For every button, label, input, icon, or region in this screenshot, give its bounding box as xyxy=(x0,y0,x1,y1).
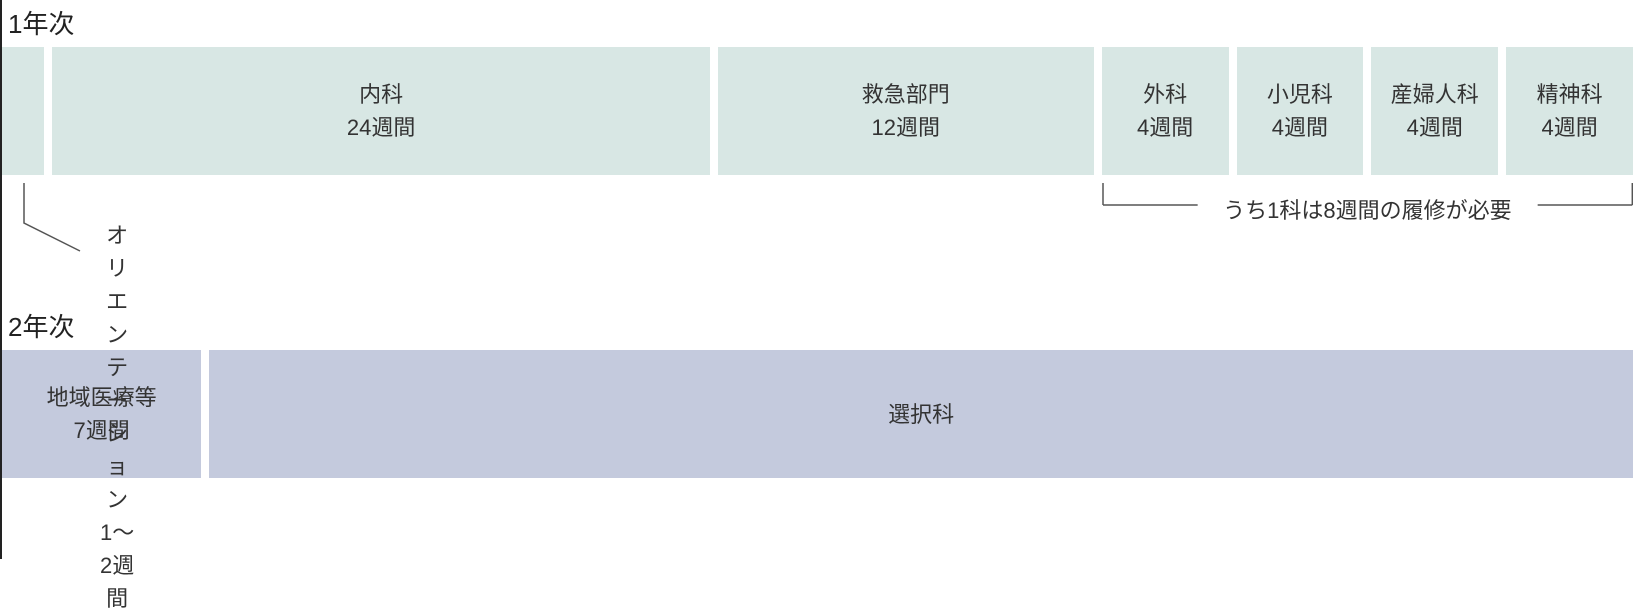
segment-name: 選択科 xyxy=(888,398,954,431)
orientation-callout-text: オリエンテーション 1〜2週間 xyxy=(100,219,134,615)
year1-row: 内科24週間救急部門12週間外科4週間小児科4週間産婦人科4週間精神科4週間 xyxy=(2,47,1643,175)
segment-duration: 24週間 xyxy=(347,111,415,144)
year1-segment-5: 産婦人科4週間 xyxy=(1371,47,1498,175)
year1-segment-1: 内科24週間 xyxy=(52,47,710,175)
right-bracket-label: うち1科は8週間の履修が必要 xyxy=(1213,193,1521,225)
right-bracket-callout: うち1科は8週間の履修が必要 xyxy=(1102,183,1633,238)
segment-name: 救急部門 xyxy=(862,78,950,111)
segment-duration: 4週間 xyxy=(1137,111,1193,144)
segment-name: 精神科 xyxy=(1537,78,1603,111)
segment-name: 外科 xyxy=(1143,78,1187,111)
segment-name: 小児科 xyxy=(1267,78,1333,111)
segment-duration: 4週間 xyxy=(1407,111,1463,144)
segment-duration: 4週間 xyxy=(1541,111,1597,144)
segment-duration: 12週間 xyxy=(872,111,940,144)
orientation-line2: 1〜2週間 xyxy=(100,516,134,615)
segment-name: 内科 xyxy=(359,78,403,111)
year1-segment-4: 小児科4週間 xyxy=(1237,47,1364,175)
year1-segment-2: 救急部門12週間 xyxy=(718,47,1094,175)
year2-segment-1: 選択科 xyxy=(209,350,1633,478)
year1-segment-6: 精神科4週間 xyxy=(1506,47,1633,175)
year1-segment-3: 外科4週間 xyxy=(1102,47,1229,175)
orientation-callout: オリエンテーション 1〜2週間 xyxy=(2,183,102,268)
schedule-diagram: 1年次 内科24週間救急部門12週間外科4週間小児科4週間産婦人科4週間精神科4… xyxy=(0,0,1643,559)
orientation-line1: オリエンテーション xyxy=(100,219,134,516)
year1-segment-0 xyxy=(2,47,44,175)
year1-annotations: オリエンテーション 1〜2週間 うち1科は8週間の履修が必要 xyxy=(2,183,1643,303)
segment-name: 産婦人科 xyxy=(1391,78,1479,111)
year2-label: 2年次 xyxy=(2,303,1643,350)
year1-label: 1年次 xyxy=(2,0,1643,47)
year2-row: 地域医療等7週間選択科 xyxy=(2,350,1643,478)
segment-duration: 4週間 xyxy=(1272,111,1328,144)
